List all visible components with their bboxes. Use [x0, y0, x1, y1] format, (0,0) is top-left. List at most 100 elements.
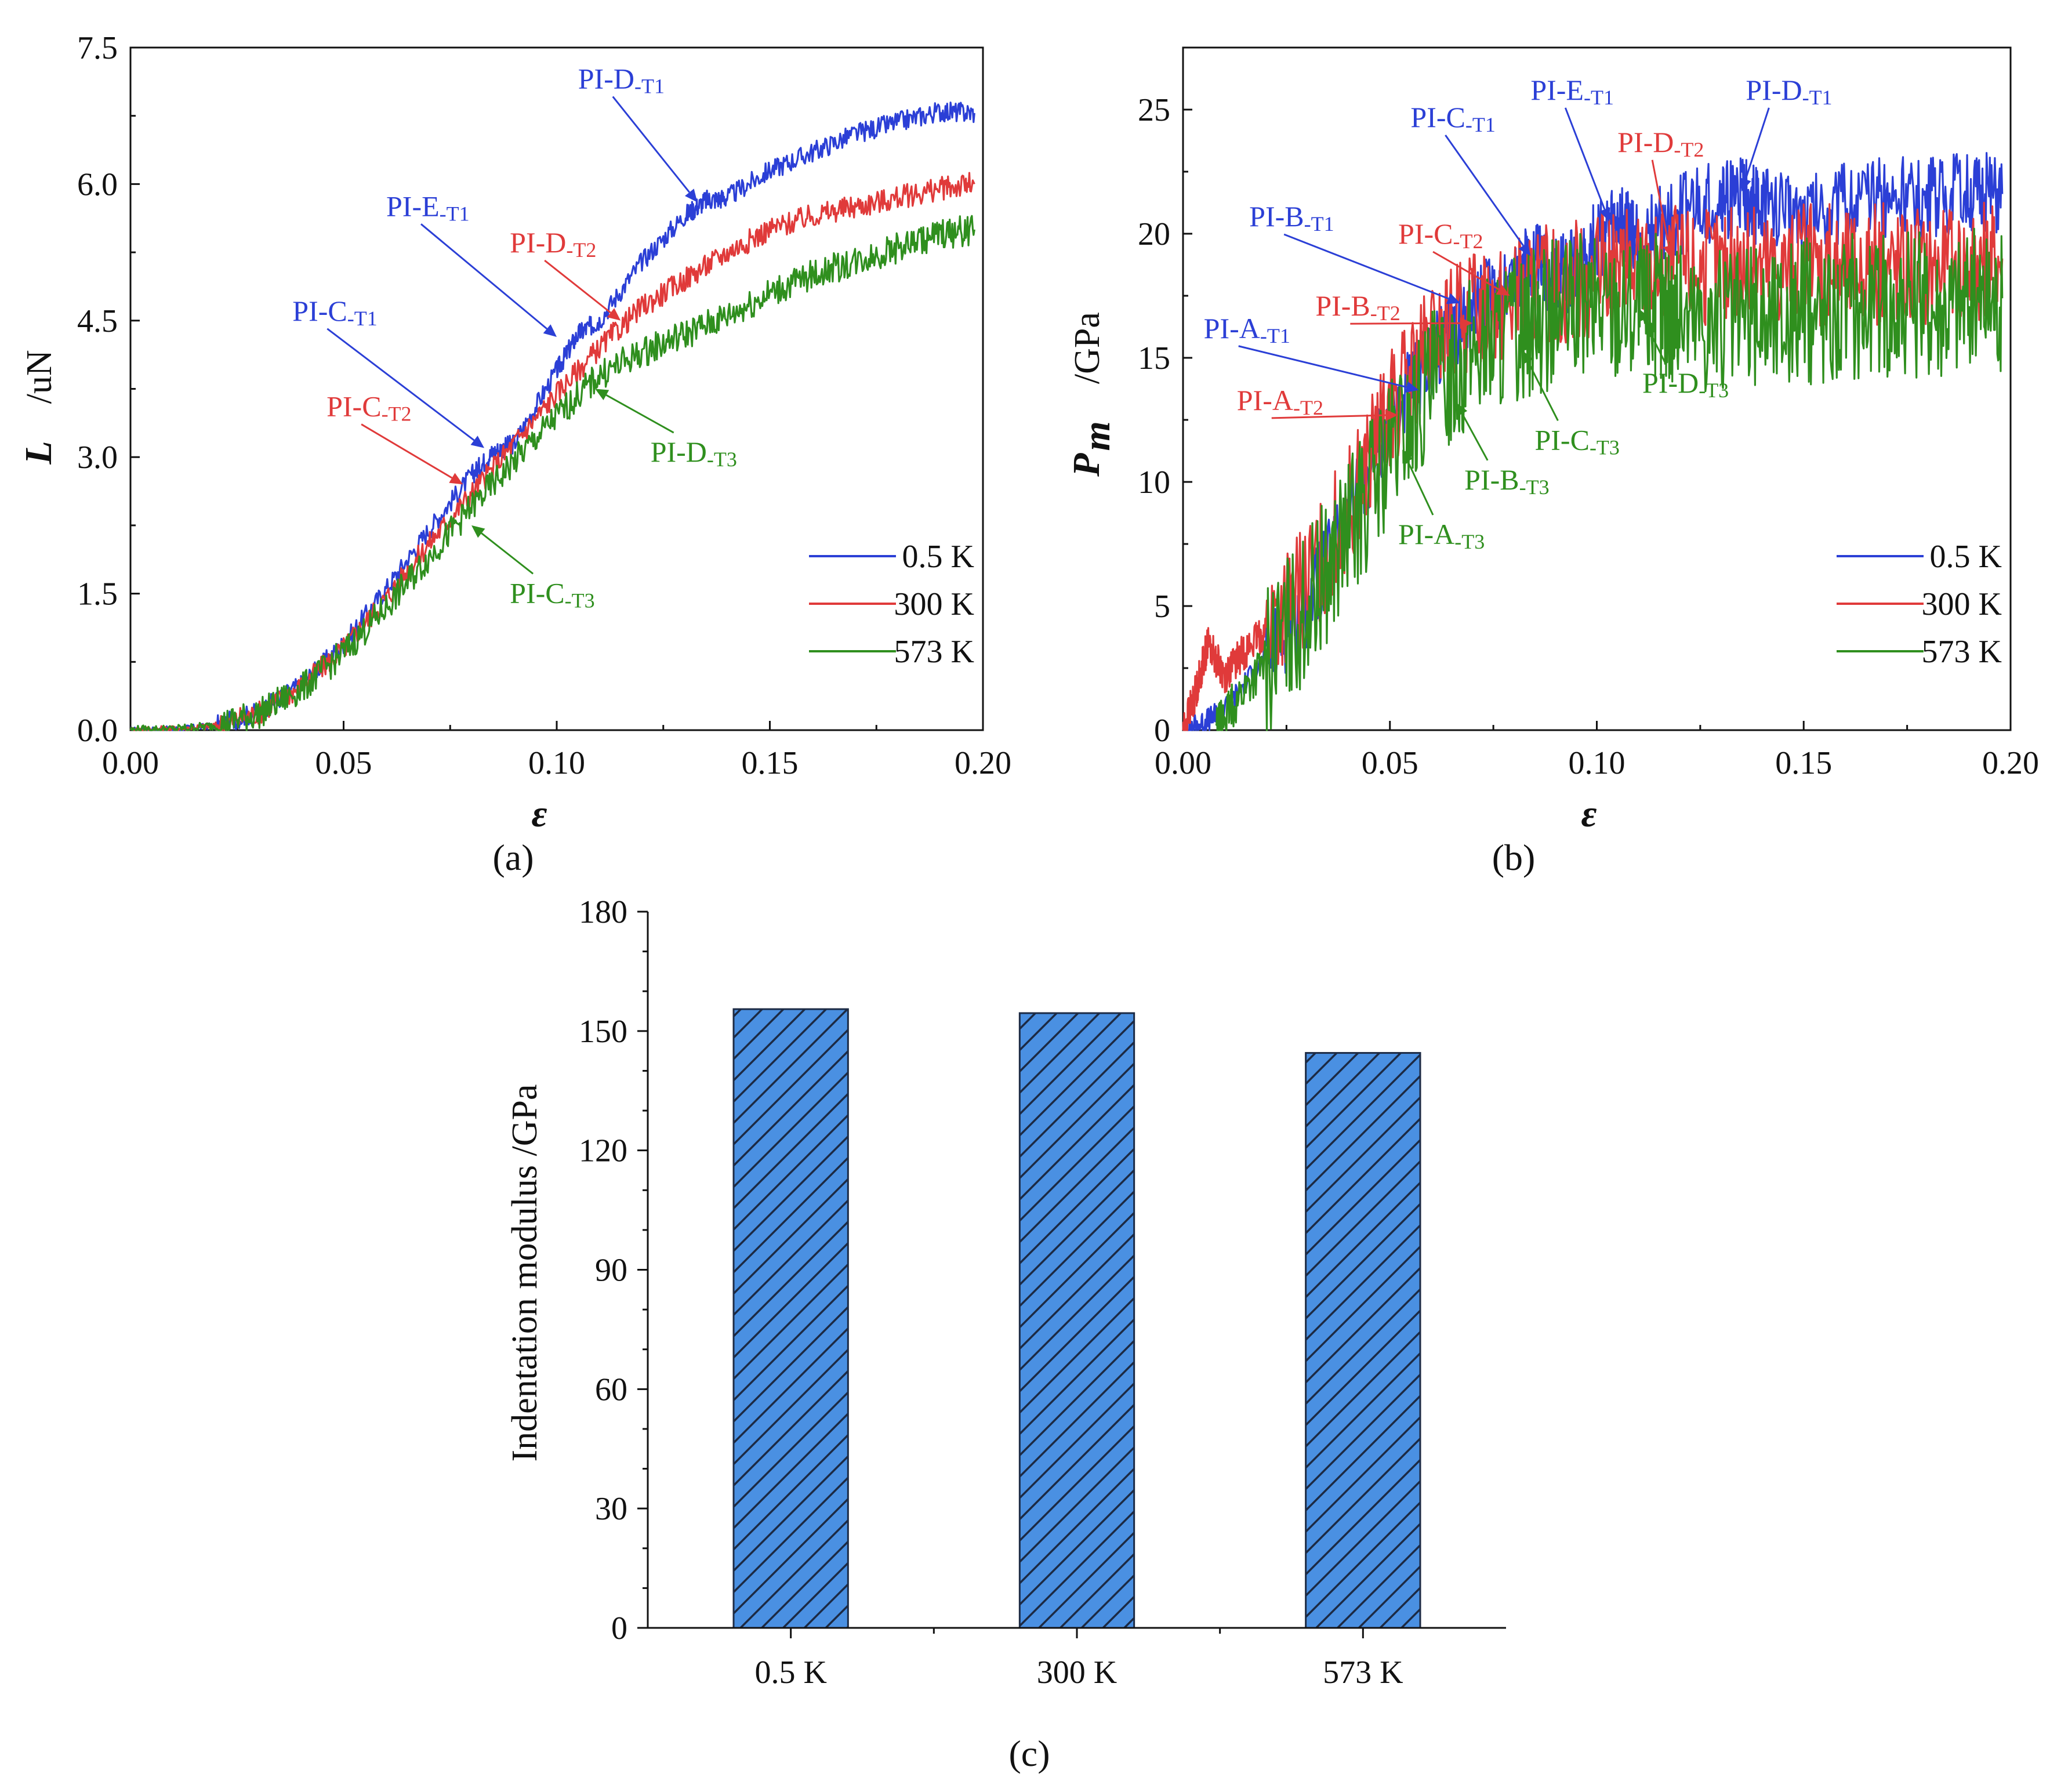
annotation-main: PI-A [1204, 312, 1260, 344]
annotation: PI-C-T2 [1398, 217, 1510, 296]
y-axis-label: L /uN [17, 350, 60, 465]
x-tick-label: 0.5 K [754, 1655, 826, 1691]
annotation-sub: -T2 [1453, 230, 1483, 253]
annotation-sub: -T3 [1519, 476, 1550, 499]
series-line-05K [130, 101, 975, 731]
y-tick-label: 0.0 [77, 713, 118, 749]
y-tick-label: 15 [1138, 340, 1170, 376]
annotation-label: PI-D-T2 [1617, 126, 1704, 161]
x-axis-label: ε [1581, 793, 1597, 835]
axis-ticks: 0 30 60 90 120 150 180 0.5 K 300 K 573 K [579, 894, 1506, 1691]
annotation-label: PI-C-T1 [1410, 101, 1495, 136]
x-tick-label: 300 K [1037, 1655, 1117, 1691]
annotation: PI-C-T2 [326, 390, 463, 485]
annotation-label: PI-A-T3 [1398, 518, 1485, 553]
annotation-label: PI-E-T1 [386, 190, 470, 225]
annotation: PI-E-T1 [386, 190, 557, 338]
annotation-arrow-head [1405, 381, 1419, 393]
annotation-main: PI-C [1410, 101, 1465, 133]
y-tick-label: 3.0 [77, 440, 118, 476]
annotation-arrow-shaft [1283, 233, 1449, 300]
annotation-arrow-head [684, 188, 698, 202]
annotation-arrow-shaft [544, 259, 611, 314]
annotation-arrow-head [1446, 293, 1461, 304]
annotation: PI-D-T1 [578, 63, 698, 202]
series-group [1182, 152, 2004, 731]
y-tick-label: 10 [1138, 465, 1170, 500]
annotation: PI-B-T1 [1249, 200, 1461, 304]
annotation-label: PI-C-T2 [1398, 217, 1483, 253]
y-tick-label: 4.5 [77, 303, 118, 339]
annotation-sub: -T1 [1584, 86, 1614, 109]
x-tick-label: 0.20 [955, 745, 1011, 781]
annotation-arrow-shaft [1643, 319, 1667, 364]
annotation-arrow-head [1663, 245, 1675, 259]
y-axis-label-var: L [17, 441, 60, 465]
annotation-label: PI-B-T2 [1315, 289, 1400, 325]
legend-label: 300 K [1922, 586, 2002, 622]
annotation-main: PI-C [510, 576, 564, 609]
annotation-arrow-shaft [1350, 322, 1460, 325]
annotation-label: PI-C-T3 [510, 576, 594, 612]
y-axis-label-unit: /uN [20, 350, 59, 404]
annotation-arrow-head [595, 389, 609, 400]
annotation-label: PI-B-T3 [1464, 463, 1549, 499]
annotation-arrow-head [607, 308, 621, 321]
annotation: PI-D-T2 [1617, 126, 1704, 259]
bar [1018, 1012, 1135, 1629]
annotation-arrow-head [470, 436, 485, 448]
chart-panel-c: 0 30 60 90 120 150 180 0.5 K 300 K 573 K Indentat… [505, 894, 1506, 1774]
annotation-sub: -T2 [566, 238, 596, 262]
annotation-arrow-head [1496, 284, 1510, 296]
annotation-label: PI-D-T3 [651, 436, 737, 471]
axis-ticks: 0.00 0.05 0.10 0.15 0.20 0 5 10 15 20 25 [1138, 92, 2039, 781]
svg-text:P m /GPa: P m /GPa [1065, 312, 1118, 477]
x-tick-label: 0.05 [315, 745, 372, 781]
annotation-sub: -T2 [1674, 138, 1704, 161]
annotation-arrow-head [1402, 449, 1413, 464]
annotation-main: PI-C [292, 295, 347, 327]
annotation: PI-C-T3 [471, 525, 595, 612]
annotation: PI-D-T3 [1638, 308, 1729, 402]
annotation-arrow-head [543, 324, 557, 338]
annotation-label: PI-D-T1 [1746, 74, 1832, 109]
y-axis-label: P m /GPa [1065, 312, 1118, 477]
annotation-sub: -T2 [1293, 396, 1323, 419]
y-tick-label: 7.5 [77, 30, 118, 66]
annotation-sub: -T1 [1260, 324, 1290, 347]
annotation-main: PI-C [1398, 217, 1453, 250]
annotation-main: PI-E [1530, 74, 1584, 106]
y-axis-label-unit: /GPa [1068, 312, 1107, 384]
annotation-main: PI-C [326, 390, 381, 423]
legend-label: 0.5 K [902, 539, 974, 575]
legend-label: 573 K [1922, 634, 2002, 670]
y-axis-label-text: Indentation modulus /GPa [505, 1084, 545, 1462]
annotation: PI-A-T3 [1398, 449, 1485, 553]
y-tick-label: 20 [1138, 216, 1170, 252]
annotation: PI-C-T3 [1522, 350, 1620, 459]
annotation-label: PI-E-T1 [1530, 74, 1614, 109]
panel-label-c: (c) [1008, 1733, 1050, 1774]
bar [1305, 1052, 1421, 1629]
annotation-arrow-head [1460, 317, 1473, 329]
annotation-label: PI-C-T2 [326, 390, 411, 426]
annotation-arrow-head [1385, 409, 1399, 421]
y-tick-label: 1.5 [77, 576, 118, 612]
series-line-573K [1215, 227, 2004, 731]
annotation-main: PI-D [1746, 74, 1802, 106]
annotation-label: PI-A-T2 [1237, 384, 1323, 419]
annotation-arrow-head [471, 525, 485, 538]
annotation-main: PI-D [578, 63, 634, 95]
annotation-main: PI-C [1534, 423, 1589, 456]
annotation-sub: -T3 [1454, 530, 1485, 553]
y-tick-label: 0 [611, 1610, 627, 1646]
annotation-sub: -T1 [347, 307, 378, 330]
chart-panel-a: 0.00 0.05 0.10 0.15 0.20 0.0 1.5 3.0 4.5 6.0 7.5 P… [17, 30, 1011, 878]
annotation-arrow-shaft [1445, 135, 1524, 246]
annotation-arrow-shaft [1527, 361, 1559, 422]
annotation-arrow-head [1740, 177, 1751, 192]
annotation-arrow-head [1638, 308, 1649, 322]
annotation-arrow-shaft [605, 394, 674, 434]
annotation-label: PI-C-T1 [292, 295, 377, 330]
x-tick-label: 0.10 [528, 745, 585, 781]
